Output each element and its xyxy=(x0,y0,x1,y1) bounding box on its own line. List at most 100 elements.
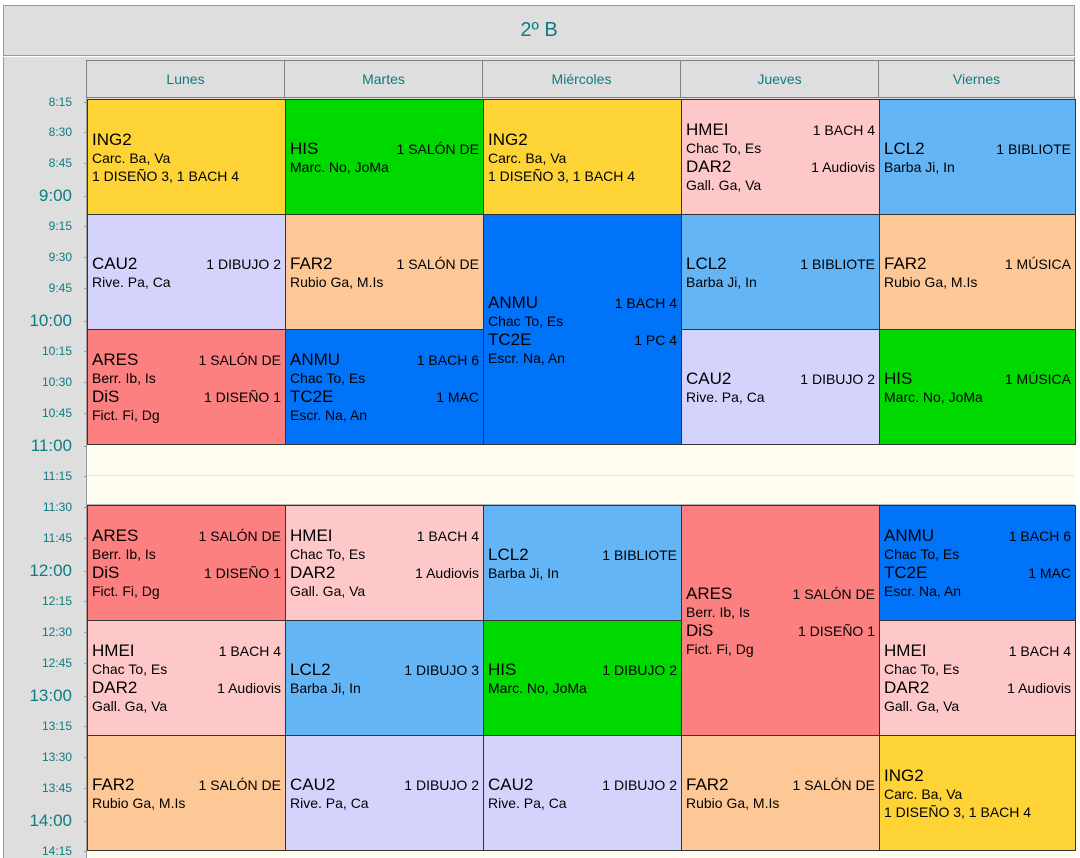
room-name: 1 DIBUJO 2 xyxy=(206,255,281,272)
room-name: 1 DISEÑO 1 xyxy=(797,622,875,639)
subject-code: CAU2 xyxy=(290,774,336,794)
session-cell[interactable]: HIS 1 DIBUJO 2 Marc. No, JoMa xyxy=(483,620,682,736)
subject-code: HIS xyxy=(884,368,913,388)
session-cell[interactable]: LCL2 1 DIBUJO 3 Barba Ji, In xyxy=(285,620,484,736)
session-cell[interactable]: HMEI 1 BACH 4 Chac To, Es DAR2 1 Audiovis Gal… xyxy=(87,620,286,736)
subject-code: FAR2 xyxy=(686,774,729,794)
session-cell[interactable]: ING2 Carc. Ba, Va 1 DISEÑO 3, 1 BACH 4 xyxy=(483,99,682,215)
time-tick xyxy=(84,102,89,103)
time-tick xyxy=(84,851,89,852)
session-cell[interactable]: ANMU 1 BACH 4 Chac To, Es TC2E 1 PC 4 Escr. N… xyxy=(483,214,682,445)
session-cell[interactable]: HMEI 1 BACH 4 Chac To, Es DAR2 1 Audiovis Gal… xyxy=(285,505,484,621)
subject-code: LCL2 xyxy=(884,138,925,158)
session-cell[interactable]: ING2 Carc. Ba, Va 1 DISEÑO 3, 1 BACH 4 xyxy=(87,99,286,215)
session-cell[interactable]: HIS 1 MÚSICA Marc. No, JoMa xyxy=(879,329,1076,445)
room-name: 1 BACH 6 xyxy=(416,352,479,368)
time-tick xyxy=(84,757,89,758)
room-name: 1 DISEÑO 1 xyxy=(203,389,281,405)
time-tick xyxy=(84,571,89,572)
session-cell[interactable]: LCL2 1 BIBLIOTE Barba Ji, In xyxy=(483,505,682,621)
room-name: 1 BIBLIOTE xyxy=(602,546,677,563)
time-label: 9:15 xyxy=(48,219,72,233)
room-list: 1 DISEÑO 3, 1 BACH 4 xyxy=(488,167,636,184)
subject-code: CAU2 xyxy=(686,368,732,388)
teacher-name: Rive. Pa, Ca xyxy=(488,794,567,811)
teacher-name: Rubio Ga, M.Is xyxy=(686,794,780,811)
subject-code: HIS xyxy=(488,659,517,679)
room-list: 1 DISEÑO 3, 1 BACH 4 xyxy=(884,803,1032,820)
teacher-name: Escr. Na, An xyxy=(884,583,962,599)
time-label: 11:30 xyxy=(42,500,72,514)
teacher-name: Rubio Ga, M.Is xyxy=(290,273,384,290)
teacher-name: Fict. Fi, Dg xyxy=(686,640,754,657)
time-tick xyxy=(84,257,89,258)
subject-code: ARES xyxy=(686,583,733,603)
teacher-name: Rive. Pa, Ca xyxy=(290,794,369,811)
session-cell[interactable]: CAU2 1 DIBUJO 2 Rive. Pa, Ca xyxy=(285,735,484,851)
subject-code: HMEI xyxy=(686,120,729,139)
time-tick xyxy=(84,538,89,539)
room-name: 1 BACH 4 xyxy=(218,643,281,659)
time-tick xyxy=(84,788,89,789)
session-cell[interactable]: FAR2 1 MÚSICA Rubio Ga, M.Is xyxy=(879,214,1076,330)
time-label: 10:15 xyxy=(41,344,72,358)
session-cell[interactable]: FAR2 1 SALÓN DE Rubio Ga, M.Is xyxy=(285,214,484,330)
subject-code: CAU2 xyxy=(488,774,534,794)
time-label: 14:15 xyxy=(41,844,72,858)
teacher-name: Chac To, Es xyxy=(686,140,762,156)
room-name: 1 SALÓN DE xyxy=(198,352,281,368)
session-cell[interactable]: HMEI 1 BACH 4 Chac To, Es DAR2 1 Audiovis Gal… xyxy=(879,620,1076,736)
subject-code: HMEI xyxy=(92,641,135,660)
room-list: 1 DISEÑO 3, 1 BACH 4 xyxy=(92,167,240,184)
session-cell[interactable]: CAU2 1 DIBUJO 2 Rive. Pa, Ca xyxy=(681,329,880,445)
teacher-name: Berr. Ib, Is xyxy=(92,546,156,562)
session-cell[interactable]: HMEI 1 BACH 4 Chac To, Es DAR2 1 Audiovis Gal… xyxy=(681,99,880,215)
time-tick xyxy=(84,696,89,697)
time-label: 8:45 xyxy=(48,156,72,170)
session-cell[interactable]: HIS 1 SALÓN DE Marc. No, JoMa xyxy=(285,99,484,215)
session-cell[interactable]: ING2 Carc. Ba, Va 1 DISEÑO 3, 1 BACH 4 xyxy=(879,735,1076,851)
session-cell[interactable]: CAU2 1 DIBUJO 2 Rive. Pa, Ca xyxy=(483,735,682,851)
teacher-name: Gall. Ga, Va xyxy=(686,177,762,193)
teacher-name: Carc. Ba, Va xyxy=(488,149,567,166)
time-label: 14:00 xyxy=(29,811,72,830)
time-tick xyxy=(84,163,89,164)
room-name: 1 BACH 4 xyxy=(416,528,479,544)
teacher-name: Chac To, Es xyxy=(884,546,960,562)
session-cell[interactable]: FAR2 1 SALÓN DE Rubio Ga, M.Is xyxy=(681,735,880,851)
room-name: 1 BACH 4 xyxy=(1008,643,1071,659)
teacher-name: Gall. Ga, Va xyxy=(884,698,960,714)
room-name: 1 MAC xyxy=(1028,565,1071,581)
time-label: 8:30 xyxy=(48,125,72,139)
room-name: 1 BIBLIOTE xyxy=(800,255,875,272)
teacher-name: Marc. No, JoMa xyxy=(290,158,389,175)
day-header-viernes: Viernes xyxy=(879,60,1075,98)
session-cell[interactable]: ARES 1 SALÓN DE Berr. Ib, Is DiS 1 DISEÑO 1 F… xyxy=(87,329,286,445)
teacher-name: Rubio Ga, M.Is xyxy=(884,273,978,290)
time-tick xyxy=(84,507,89,508)
subject-code: ANMU xyxy=(488,292,539,312)
teacher-name: Chac To, Es xyxy=(92,661,168,677)
room-name: 1 SALÓN DE xyxy=(198,528,281,544)
room-name: 1 Audiovis xyxy=(217,680,281,696)
session-cell[interactable]: ARES 1 SALÓN DE Berr. Ib, Is DiS 1 DISEÑO 1 F… xyxy=(87,505,286,621)
subject-code: DiS xyxy=(92,387,120,406)
session-cell[interactable]: ANMU 1 BACH 6 Chac To, Es TC2E 1 MAC Escr. Na… xyxy=(285,329,484,445)
session-cell[interactable]: LCL2 1 BIBLIOTE Barba Ji, In xyxy=(681,214,880,330)
teacher-name: Chac To, Es xyxy=(488,312,564,329)
session-cell[interactable]: FAR2 1 SALÓN DE Rubio Ga, M.Is xyxy=(87,735,286,851)
time-tick xyxy=(84,821,89,822)
subject-code: LCL2 xyxy=(686,253,727,273)
room-name: 1 BACH 4 xyxy=(614,294,677,311)
session-cell[interactable]: CAU2 1 DIBUJO 2 Rive. Pa, Ca xyxy=(87,214,286,330)
room-name: 1 DIBUJO 2 xyxy=(602,661,677,678)
time-label: 13:30 xyxy=(41,750,72,764)
time-label: 10:45 xyxy=(41,406,72,420)
session-cell[interactable]: ANMU 1 BACH 6 Chac To, Es TC2E 1 MAC Escr. Na… xyxy=(879,505,1076,621)
subject-code: DAR2 xyxy=(686,157,732,176)
session-cell[interactable]: ARES 1 SALÓN DE Berr. Ib, Is DiS 1 DISEÑO 1 F… xyxy=(681,505,880,736)
room-name: 1 DIBUJO 2 xyxy=(602,776,677,793)
subject-code: ING2 xyxy=(488,129,528,149)
room-name: 1 Audiovis xyxy=(811,159,875,175)
session-cell[interactable]: LCL2 1 BIBLIOTE Barba Ji, In xyxy=(879,99,1076,215)
